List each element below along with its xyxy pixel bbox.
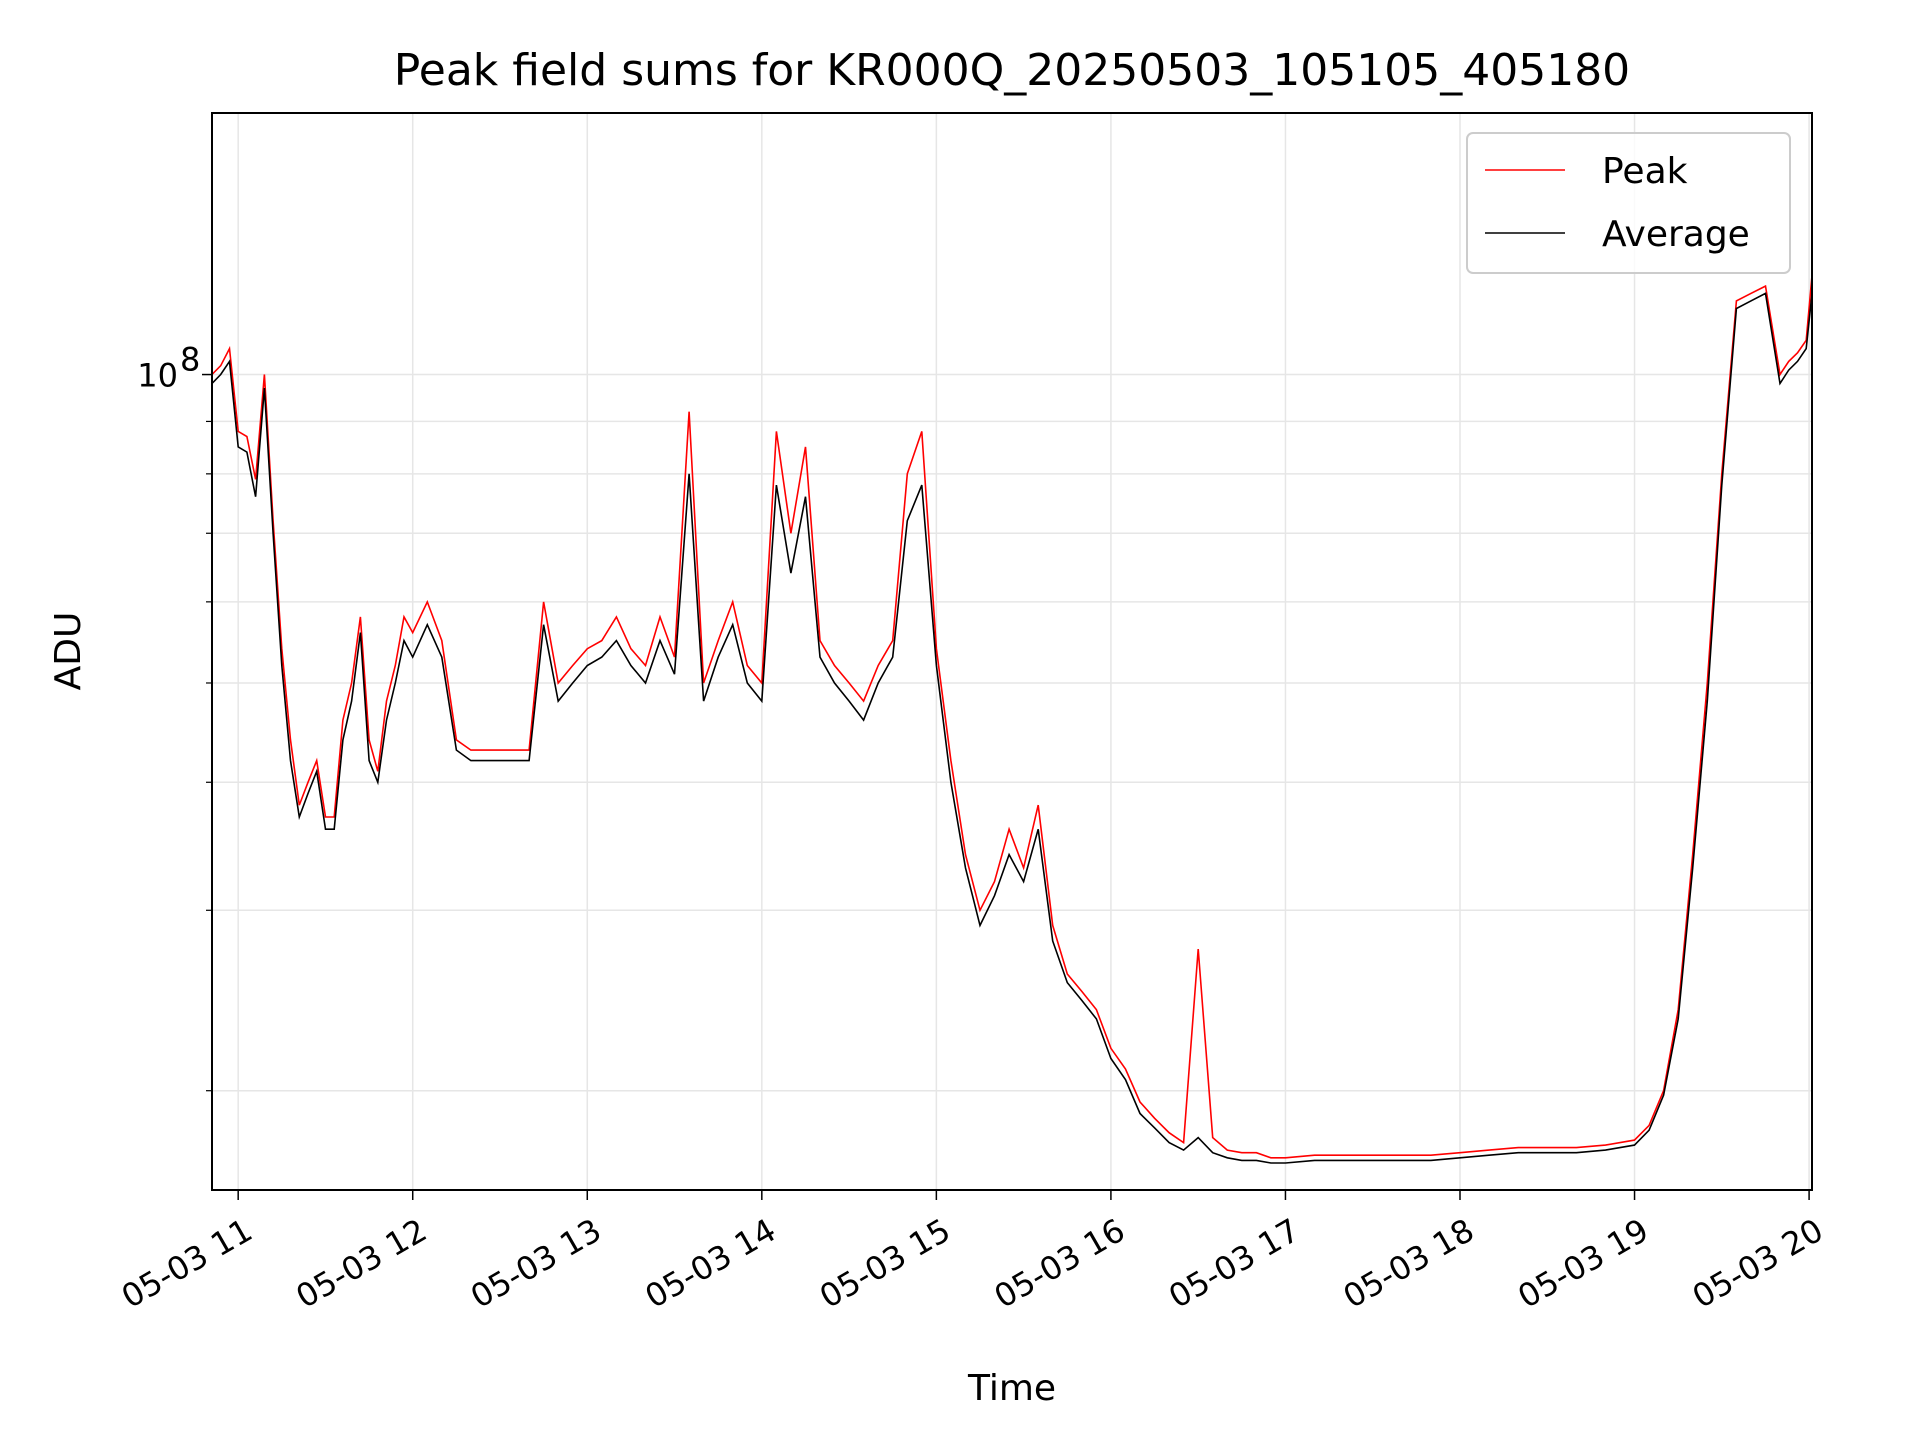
y-axis-ticks: 10 8 (137, 341, 212, 1092)
series-line-peak (212, 275, 1812, 1159)
grid-lines (212, 113, 1812, 1190)
x-axis-label: Time (967, 1368, 1056, 1409)
chart-title: Peak field sums for KR000Q_20250503_1051… (394, 45, 1630, 96)
legend: Peak Average (1466, 132, 1791, 274)
legend-label-average: Average (1602, 214, 1750, 255)
y-tick-label: 10 (137, 357, 178, 395)
y-tick-exponent: 8 (180, 341, 200, 379)
plot-area-frame (211, 112, 1813, 1191)
legend-box (1466, 132, 1791, 274)
series-line-average (212, 292, 1812, 1164)
legend-label-peak: Peak (1602, 151, 1688, 192)
y-axis-label: ADU (48, 612, 89, 691)
series-lines (212, 275, 1812, 1164)
